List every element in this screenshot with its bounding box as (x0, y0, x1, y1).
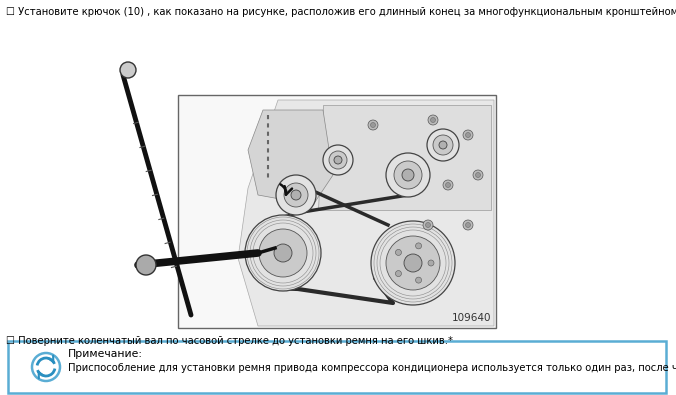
Circle shape (463, 220, 473, 230)
Circle shape (395, 271, 402, 276)
Circle shape (439, 141, 447, 149)
FancyArrowPatch shape (281, 184, 292, 195)
Circle shape (370, 122, 375, 128)
Circle shape (416, 277, 422, 283)
Text: ☐ Установите крючок (10) , как показано на рисунке, расположив его длинный конец: ☐ Установите крючок (10) , как показано … (6, 7, 676, 17)
Circle shape (245, 215, 321, 291)
Circle shape (404, 254, 422, 272)
Circle shape (402, 169, 414, 181)
Circle shape (368, 120, 378, 130)
Circle shape (136, 255, 156, 275)
Circle shape (371, 221, 455, 305)
Circle shape (428, 260, 434, 266)
Circle shape (329, 151, 347, 169)
Bar (178, 95, 496, 328)
Text: Примечание:: Примечание: (68, 349, 143, 359)
Circle shape (416, 243, 422, 249)
Circle shape (427, 129, 459, 161)
Circle shape (386, 153, 430, 197)
Text: 109640: 109640 (452, 313, 491, 323)
Circle shape (475, 173, 481, 177)
Polygon shape (248, 110, 333, 205)
Circle shape (274, 244, 292, 262)
Circle shape (395, 249, 402, 256)
Circle shape (291, 190, 301, 200)
Circle shape (276, 175, 316, 215)
Text: Приспособление для установки ремня привода компрессора кондиционера используется: Приспособление для установки ремня приво… (68, 363, 676, 373)
Circle shape (423, 220, 433, 230)
Circle shape (428, 115, 438, 125)
Circle shape (431, 117, 435, 122)
Circle shape (425, 222, 431, 228)
Circle shape (386, 236, 440, 290)
Circle shape (259, 229, 307, 277)
Circle shape (284, 183, 308, 207)
Circle shape (323, 145, 353, 175)
Bar (8, 341, 666, 393)
Circle shape (463, 130, 473, 140)
Circle shape (443, 180, 453, 190)
Circle shape (445, 182, 450, 188)
Polygon shape (238, 100, 494, 326)
Circle shape (466, 132, 470, 137)
Circle shape (433, 135, 453, 155)
Circle shape (394, 161, 422, 189)
Text: ☐ Поверните коленчатый вал по часовой стрелке до установки ремня на его шкив.*: ☐ Поверните коленчатый вал по часовой ст… (6, 336, 453, 346)
Polygon shape (318, 105, 491, 210)
Circle shape (466, 222, 470, 228)
Circle shape (334, 156, 342, 164)
Circle shape (120, 62, 136, 78)
Circle shape (32, 353, 60, 381)
Circle shape (473, 170, 483, 180)
